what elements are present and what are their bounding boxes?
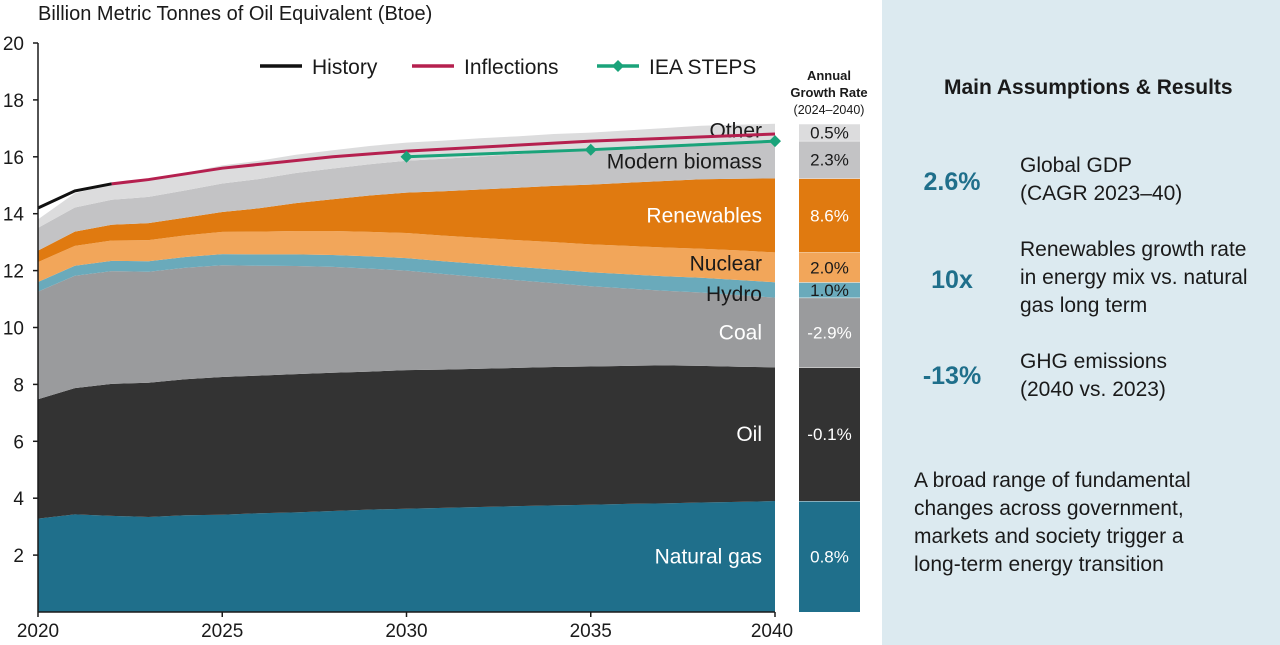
area-coal — [38, 265, 775, 400]
area-renewables — [38, 178, 775, 263]
growth-rate-coal: -2.9% — [807, 323, 851, 342]
growth-block-oil — [799, 367, 860, 502]
growth-block-modern-biomass — [799, 140, 860, 179]
panel-note: A broad range of fundamental changes acr… — [914, 467, 1254, 579]
line-inflections — [111, 132, 776, 186]
note-line: A broad range of fundamental — [914, 469, 1191, 492]
area-label-nuclear: Nuclear — [690, 252, 762, 275]
metric-line: (CAGR 2023–40) — [1020, 182, 1183, 205]
legend-label-iea-steps: IEA STEPS — [649, 56, 756, 79]
metric-line: gas long term — [1020, 294, 1148, 317]
metric-value: 10x — [931, 266, 973, 294]
x-tick-label: 2030 — [385, 621, 427, 642]
area-oil — [38, 365, 775, 519]
growth-block-other — [799, 123, 860, 141]
x-tick-label: 2020 — [17, 621, 59, 642]
metric-line: in energy mix vs. natural — [1020, 266, 1248, 289]
metric-line: Global GDP — [1020, 154, 1133, 177]
growth-block-coal — [799, 297, 860, 368]
area-labels: Natural gas Oil Coal Hydro Nuclear Renewables… — [607, 119, 762, 568]
y-tick-label: 20 — [3, 34, 24, 55]
marker-iea-steps — [769, 135, 781, 148]
y-tick-label: 16 — [3, 148, 24, 169]
y-tick-label: 4 — [13, 489, 24, 510]
energy-mix-chart: Billion Metric Tonnes of Oil Equivalent … — [3, 3, 868, 642]
growth-header-line: Annual — [807, 68, 851, 83]
growth-rate-hydro: 1.0% — [810, 281, 849, 300]
growth-header-line: Growth Rate — [790, 85, 867, 100]
area-label-renewables: Renewables — [646, 204, 762, 227]
area-label-coal: Coal — [719, 321, 762, 344]
x-tick-label: 2040 — [751, 621, 793, 642]
line-history — [37, 182, 112, 210]
y-tick-label: 8 — [13, 375, 24, 396]
metric-value: -13% — [922, 362, 982, 390]
legend-label-history: History — [312, 56, 378, 79]
metric-line: (2040 vs. 2023) — [1020, 378, 1166, 401]
area-label-natural-gas: Natural gas — [655, 546, 762, 569]
growth-rate-other: 0.5% — [810, 123, 849, 142]
growth-block-nuclear — [799, 252, 860, 283]
note-line: changes across government, — [914, 497, 1184, 520]
panel-title: Main Assumptions & Results — [944, 76, 1233, 99]
area-modern-biomass — [38, 140, 775, 251]
growth-header-line: (2024–2040) — [794, 103, 865, 117]
area-hydro — [38, 254, 775, 298]
y-tick-label: 2 — [13, 546, 24, 567]
metric-line: Renewables growth rate — [1020, 238, 1247, 261]
y-tick-label: 14 — [3, 205, 25, 226]
growth-rate-nuclear: 2.0% — [810, 258, 849, 277]
area-natural-gas — [38, 501, 775, 612]
y-tick-label: 6 — [13, 432, 24, 453]
growth-rate-natural-gas: 0.8% — [810, 548, 849, 567]
note-line: long-term energy transition — [914, 553, 1164, 576]
x-tick-label: 2035 — [570, 621, 612, 642]
growth-block-natural-gas — [799, 501, 860, 612]
stacked-areas — [38, 123, 775, 612]
metric-description: Renewables growth rate in energy mix vs.… — [1020, 236, 1280, 320]
growth-block-hydro — [799, 282, 860, 298]
assumptions-panel: Main Assumptions & Results 2.6% Global G… — [882, 0, 1280, 645]
metric-description: GHG emissions (2040 vs. 2023) — [1020, 348, 1280, 404]
note-line: markets and society trigger a — [914, 525, 1184, 548]
x-tick-label: 2025 — [201, 621, 243, 642]
y-tick-label: 18 — [3, 91, 24, 112]
chart-title: Billion Metric Tonnes of Oil Equivalent … — [38, 3, 432, 25]
marker-iea-steps — [584, 143, 597, 156]
y-tick-label: 10 — [3, 319, 24, 340]
y-tick-label: 12 — [3, 262, 24, 283]
legend-marker-iea-steps — [612, 60, 624, 72]
area-label-other: Other — [709, 119, 762, 142]
metric-line: GHG emissions — [1020, 350, 1168, 373]
metric-description: Global GDP (CAGR 2023–40) — [1020, 152, 1280, 208]
growth-rate-renewables: 8.6% — [810, 206, 849, 225]
legend: History Inflections IEA STEPS — [260, 56, 756, 79]
growth-rate-column: 0.8% -0.1% -2.9% 1.0% 2.0% 8.6% 2.3% 0.5% Annual… — [790, 68, 868, 612]
growth-block-renewables — [799, 178, 860, 253]
growth-rate-oil: -0.1% — [807, 425, 851, 444]
marker-iea-steps — [400, 150, 413, 163]
area-label-oil: Oil — [736, 423, 762, 446]
area-label-hydro: Hydro — [706, 283, 762, 306]
area-nuclear — [38, 231, 775, 283]
metric-value: 2.6% — [923, 168, 981, 196]
overlay-lines — [37, 132, 781, 210]
growth-rate-modern-biomass: 2.3% — [810, 151, 849, 170]
area-label-modern-biomass: Modern biomass — [607, 151, 762, 174]
legend-label-inflections: Inflections — [464, 56, 559, 79]
